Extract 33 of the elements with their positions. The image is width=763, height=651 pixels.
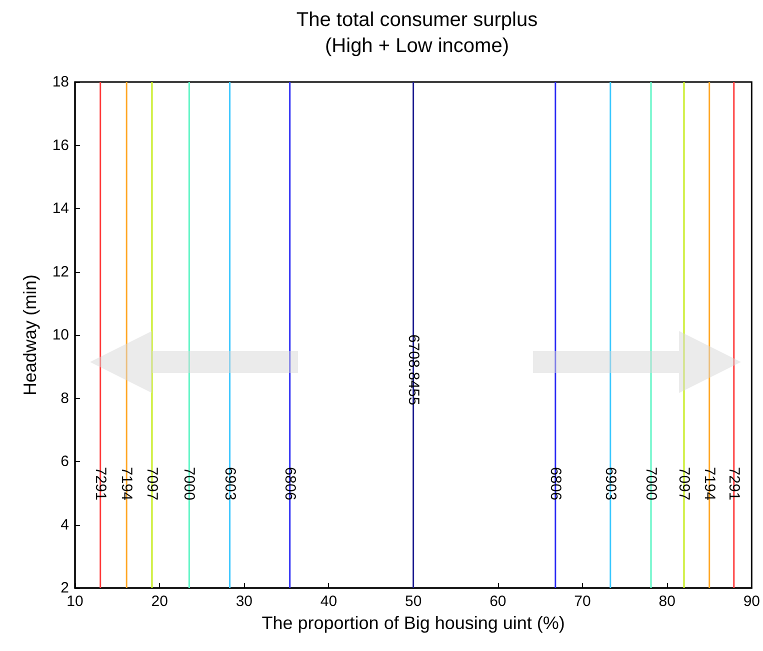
- y-tick-label: 2: [60, 580, 69, 596]
- annotation: 6806: [546, 466, 564, 500]
- x-tick-label: 40: [320, 593, 338, 610]
- annotation: 7291: [725, 466, 742, 500]
- annotation: 6708.8455: [404, 334, 422, 406]
- x-tick-label: 30: [236, 593, 253, 610]
- annotation: 7000: [180, 466, 198, 500]
- x-tick-label: 60: [490, 593, 506, 610]
- y-tick-label: 16: [52, 136, 69, 154]
- x-tick-label: 80: [658, 593, 676, 610]
- y-tick-label: 12: [52, 263, 69, 280]
- x-tick-label: 50: [404, 593, 422, 610]
- annotation: 7000: [642, 466, 660, 500]
- x-tick-label: 70: [574, 593, 591, 610]
- y-axis-title: Headway (min): [20, 274, 40, 396]
- annotation: 7097: [143, 466, 160, 500]
- y-tick-label: 10: [52, 326, 69, 344]
- x-tick-label: 20: [151, 593, 168, 610]
- chart-title: The total consumer surplus (High + Low income): [296, 9, 538, 57]
- annotation: 7194: [118, 466, 136, 500]
- annotation: 6903: [602, 466, 619, 500]
- annotation: 6806: [281, 466, 298, 500]
- annotation: 7194: [700, 466, 718, 500]
- x-tick-label: 90: [743, 593, 760, 610]
- y-tick-label: 6: [60, 453, 69, 470]
- y-tick-label: 14: [52, 200, 69, 217]
- y-tick-label: 4: [60, 516, 69, 534]
- x-axis-title: The proportion of Big housing uint (%): [262, 613, 565, 633]
- annotation: 7097: [675, 466, 692, 500]
- annotation: 7291: [92, 466, 109, 500]
- y-tick-label: 18: [52, 74, 69, 90]
- y-tick-label: 8: [60, 390, 69, 407]
- annotation: 6903: [221, 466, 238, 500]
